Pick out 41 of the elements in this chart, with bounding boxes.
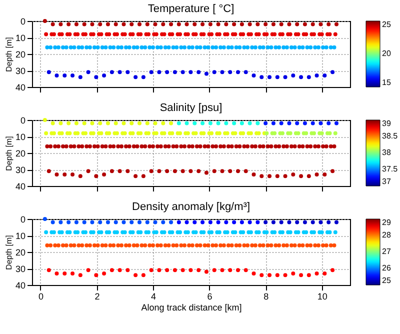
color-bar-label: 20 (382, 49, 392, 58)
y-tick-label: 40 (15, 82, 26, 92)
chart-title: Temperature [ °C] (148, 3, 234, 15)
y-axis-title: Depth [m] (4, 235, 14, 270)
y-tick-label: 10 (15, 33, 26, 43)
color-bar-label: 38 (382, 148, 392, 157)
x-tick-label: 0 (38, 292, 44, 302)
y-tick-label: 30 (15, 264, 26, 274)
y-tick-label: 20 (15, 50, 26, 60)
color-bar-label: 39 (382, 119, 392, 128)
x-axis-title: Along track distance [km] (141, 302, 242, 312)
x-tick-label: 8 (264, 292, 269, 302)
color-bar-label: 29 (382, 218, 392, 227)
x-tick-label: 6 (207, 292, 212, 302)
y-axis-title: Depth [m] (4, 136, 14, 171)
y-tick-label: 20 (15, 148, 26, 158)
y-tick-label: 10 (15, 132, 26, 142)
color-bar-label: 26 (382, 264, 392, 272)
y-tick-label: 20 (15, 248, 26, 258)
y-tick-label: 0 (20, 116, 26, 126)
color-bar-label: 15 (382, 78, 392, 87)
chart-title: Salinity [psu] (160, 102, 222, 114)
y-axis-title: Depth [m] (4, 37, 14, 72)
y-tick-label: 30 (15, 66, 26, 76)
color-bar-label: 25 (382, 276, 392, 285)
color-bar-label: 37 (382, 177, 392, 186)
y-tick-label: 40 (15, 182, 26, 192)
chart-title: Density anomaly [kg/m³] (132, 201, 250, 213)
y-tick-label: 40 (15, 280, 26, 290)
x-tick-label: 4 (151, 292, 156, 302)
color-bar-label: 27 (382, 247, 392, 256)
y-tick-label: 0 (20, 214, 26, 224)
x-tick-label: 2 (94, 292, 100, 302)
x-tick-label: 10 (317, 292, 328, 302)
y-tick-label: 30 (15, 165, 26, 175)
color-bar-label: 28 (382, 230, 392, 240)
color-bar-label: 25 (382, 20, 392, 29)
y-tick-label: 10 (15, 231, 26, 241)
y-tick-label: 0 (20, 16, 26, 26)
color-bar-label: 37.5 (382, 164, 398, 174)
color-bar-label: 38.5 (382, 132, 398, 140)
